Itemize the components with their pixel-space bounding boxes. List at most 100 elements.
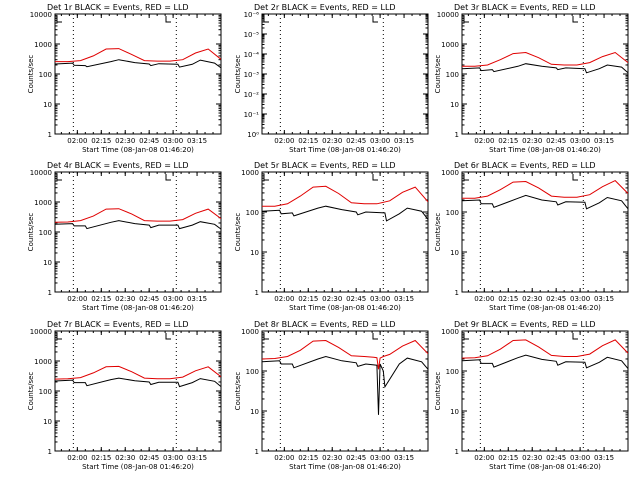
x-tick-label: 02:30 [322,295,342,303]
x-axis-label: Start Time (08-Jan-08 01:46:20) [289,304,401,312]
plot-frame [54,171,222,293]
y-axis-label: Counts/sec [27,372,35,411]
y-tick-label: 1 [48,448,52,456]
corner-marker [463,16,469,23]
x-tick-label: 02:30 [322,137,342,145]
x-tick-label: 02:15 [298,137,318,145]
x-tick-label: 03:00 [370,295,390,303]
chart-title: Det 9r BLACK = Events, RED = LLD [454,320,596,329]
x-tick-label: 02:00 [274,295,294,303]
y-tick-label: 10 [250,408,259,416]
chart-title: Det 3r BLACK = Events, RED = LLD [454,3,596,12]
x-tick-label: 02:30 [522,137,542,145]
plot-frame [461,13,629,135]
y-tick-label: 10 [450,101,459,109]
x-tick-label: 02:45 [546,295,566,303]
y-tick-label: 10⁻⁴ [244,51,260,59]
x-tick-label: 03:00 [163,454,183,462]
x-axis-label: Start Time (08-Jan-08 01:46:20) [289,463,401,471]
plot-frame [461,330,629,452]
corner-marker [165,333,171,340]
x-tick-label: 02:00 [274,454,294,462]
corner-marker [263,174,269,181]
y-axis-label: Counts/sec [434,372,442,411]
x-tick-label: 03:00 [163,137,183,145]
y-tick-label: 10000 [437,11,459,19]
series-line-lld [462,179,628,199]
x-tick-label: 03:15 [394,137,414,145]
plot-frame [54,330,222,452]
x-axis-label: Start Time (08-Jan-08 01:46:20) [82,463,194,471]
corner-marker [263,16,269,23]
y-tick-label: 100 [446,209,459,217]
x-tick-label: 02:15 [298,295,318,303]
y-tick-label: 10⁻² [244,91,260,99]
x-axis-label: Start Time (08-Jan-08 01:46:20) [489,146,601,154]
corner-marker [56,333,62,340]
x-tick-label: 02:45 [139,454,159,462]
x-tick-label: 02:45 [139,137,159,145]
x-tick-label: 02:30 [115,295,135,303]
x-tick-label: 02:15 [91,295,111,303]
y-tick-label: 100 [446,71,459,79]
y-tick-label: 1000 [441,169,459,177]
series-line-events [55,59,221,69]
y-tick-label: 1 [255,289,259,297]
chart-title: Det 8r BLACK = Events, RED = LLD [254,320,396,329]
x-tick-label: 03:00 [570,295,590,303]
y-tick-label: 1 [255,448,259,456]
corner-marker [372,333,378,340]
y-tick-label: 10 [43,418,52,426]
y-tick-label: 10⁰ [247,131,259,139]
y-tick-label: 100 [246,209,259,217]
y-tick-label: 1000 [241,328,259,336]
chart-title: Det 1r BLACK = Events, RED = LLD [47,3,189,12]
series-line-events [55,377,221,388]
y-tick-label: 100 [39,388,52,396]
corner-marker [372,16,378,23]
x-tick-label: 03:00 [570,137,590,145]
x-tick-label: 02:30 [522,295,542,303]
series-line-events [462,63,628,74]
chart-panel-8: Det 8r BLACK = Events, RED = LLD 02:00 02:… [234,320,429,471]
y-axis-label: Counts/sec [234,55,242,94]
x-tick-label: 02:45 [346,454,366,462]
chart-panel-9: Det 9r BLACK = Events, RED = LLD 02:00 02:… [434,320,629,471]
chart-title: Det 5r BLACK = Events, RED = LLD [254,161,396,170]
plot-frame [261,330,429,452]
x-tick-label: 02:45 [546,137,566,145]
chart-panel-7: Det 7r BLACK = Events, RED = LLD 02:00 02:… [27,320,222,471]
x-tick-label: 03:15 [394,295,414,303]
series-line-lld [55,48,221,63]
x-tick-label: 02:30 [322,454,342,462]
y-tick-label: 10⁻³ [244,71,260,79]
y-tick-label: 1 [48,131,52,139]
x-tick-label: 03:15 [394,454,414,462]
x-tick-label: 03:00 [370,454,390,462]
corner-marker [263,333,269,340]
plot-frame [261,13,429,135]
series-line-events [462,194,628,210]
x-tick-label: 02:00 [67,454,87,462]
y-tick-label: 10000 [30,328,52,336]
plot-frame [461,171,629,293]
series-line-events [55,220,221,230]
corner-marker [165,16,171,23]
x-tick-label: 03:15 [594,137,614,145]
x-tick-label: 02:45 [346,295,366,303]
x-tick-label: 03:00 [370,137,390,145]
x-tick-label: 02:15 [498,295,518,303]
plot-frame [54,13,222,135]
series-line-events [262,355,428,415]
y-tick-label: 1 [455,289,459,297]
x-tick-label: 02:00 [67,295,87,303]
y-tick-label: 1000 [34,358,52,366]
y-tick-label: 10⁻¹ [244,111,260,119]
series-line-lld [262,339,428,370]
y-axis-label: Counts/sec [27,55,35,94]
y-tick-label: 1 [455,131,459,139]
chart-panel-6: Det 6r BLACK = Events, RED = LLD 02:00 02:… [434,161,629,312]
y-tick-label: 1000 [441,328,459,336]
x-axis-label: Start Time (08-Jan-08 01:46:20) [489,304,601,312]
